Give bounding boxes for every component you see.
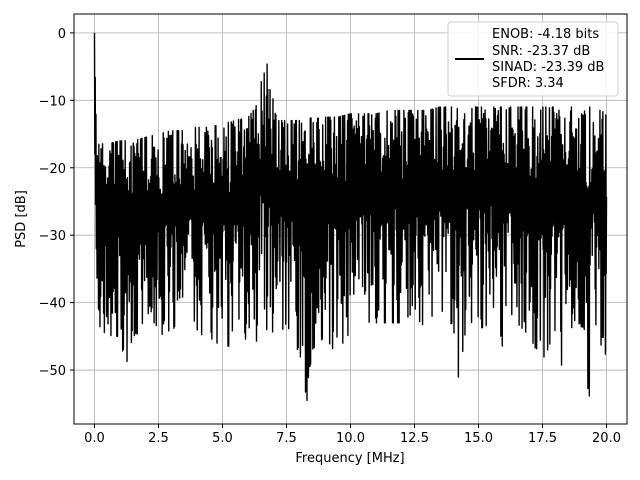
x-tick-label: 5.0: [212, 431, 233, 446]
legend-line-enob: ENOB: -4.18 bits: [492, 27, 599, 42]
psd-trace: [93, 32, 608, 402]
y-tick-label: −10: [39, 94, 66, 109]
x-tick-label: 0.0: [84, 431, 105, 446]
x-tick-label: 10.0: [336, 431, 365, 446]
y-axis-title: PSD [dB]: [14, 190, 29, 248]
y-tick-label: −50: [39, 364, 66, 379]
psd-line: [93, 32, 608, 402]
x-tick-label: 17.5: [528, 431, 557, 446]
legend: ENOB: -4.18 bits SNR: -23.37 dB SINAD: -…: [447, 21, 619, 97]
y-tick-label: −40: [39, 297, 66, 312]
y-tick-label: 0: [58, 27, 66, 42]
legend-line-snr: SNR: -23.37 dB: [492, 44, 590, 59]
legend-line-sinad: SINAD: -23.39 dB: [492, 60, 604, 75]
y-tick-label: −30: [39, 229, 66, 244]
y-tick-label: −20: [39, 162, 66, 177]
x-tick-label: 12.5: [400, 431, 429, 446]
x-tick-label: 15.0: [464, 431, 493, 446]
legend-line-sfdr: SFDR: 3.34: [492, 76, 564, 91]
x-tick-label: 2.5: [148, 431, 169, 446]
x-axis-title: Frequency [MHz]: [295, 451, 404, 466]
legend-box: [447, 21, 619, 97]
x-tick-label: 20.0: [592, 431, 621, 446]
x-tick-label: 7.5: [276, 431, 297, 446]
ticks: 0.0 2.5 5.0 7.5 10.0 12.5 15.0 17.5 20.0 0 −10 −20 −…: [39, 27, 621, 446]
